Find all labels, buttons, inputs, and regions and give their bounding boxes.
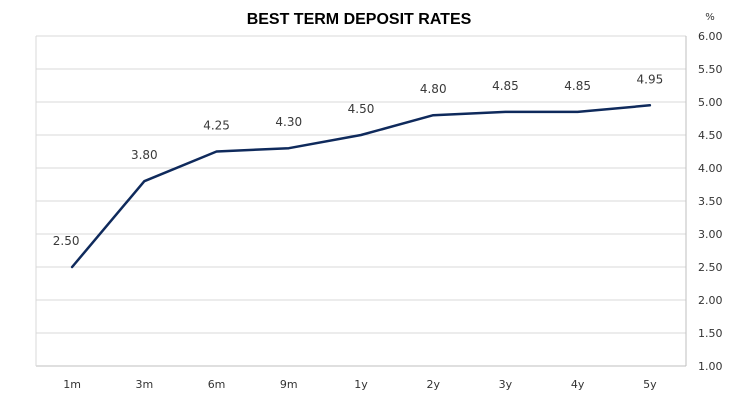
data-label: 4.50	[348, 102, 375, 116]
y-axis-ticks: 1.00 1.50 2.00 2.50 3.00 3.50 4.00 4.50 5.00 5.50…	[698, 30, 723, 373]
y-tick-label: 1.50	[698, 327, 723, 340]
x-tick-label: 3y	[499, 378, 513, 391]
y-axis-unit: %	[705, 12, 715, 23]
y-tick-label: 4.50	[698, 129, 723, 142]
data-label: 4.85	[564, 79, 591, 93]
y-tick-label: 1.00	[698, 360, 723, 373]
gridlines	[35, 35, 687, 367]
data-label: 4.30	[275, 115, 302, 129]
data-label: 4.85	[492, 79, 519, 93]
y-tick-label: 2.50	[698, 261, 723, 274]
y-tick-label: 3.50	[698, 195, 723, 208]
data-labels: 2.50 3.80 4.25 4.30 4.50 4.80 4.85 4.85 4.95	[53, 72, 663, 248]
x-tick-label: 1m	[63, 378, 81, 391]
x-axis-ticks: 1m 3m 6m 9m 1y 2y 3y 4y 5y	[63, 378, 657, 391]
data-label: 2.50	[53, 234, 80, 248]
x-tick-label: 4y	[571, 378, 585, 391]
y-tick-label: 5.00	[698, 96, 723, 109]
x-tick-label: 9m	[280, 378, 298, 391]
y-tick-label: 3.00	[698, 228, 723, 241]
data-label: 4.25	[203, 119, 230, 133]
chart-title: BEST TERM DEPOSIT RATES	[247, 11, 472, 28]
y-tick-label: 2.00	[698, 294, 723, 307]
y-tick-label: 4.00	[698, 162, 723, 175]
y-tick-label: 6.00	[698, 30, 723, 43]
series-line	[70, 104, 652, 269]
data-label: 4.95	[637, 72, 664, 86]
x-tick-label: 6m	[208, 378, 226, 391]
x-tick-label: 5y	[643, 378, 657, 391]
data-label: 4.80	[420, 82, 447, 96]
x-tick-label: 1y	[354, 378, 368, 391]
y-tick-label: 5.50	[698, 63, 723, 76]
data-label: 3.80	[131, 148, 158, 162]
x-tick-label: 2y	[426, 378, 440, 391]
x-tick-label: 3m	[135, 378, 153, 391]
